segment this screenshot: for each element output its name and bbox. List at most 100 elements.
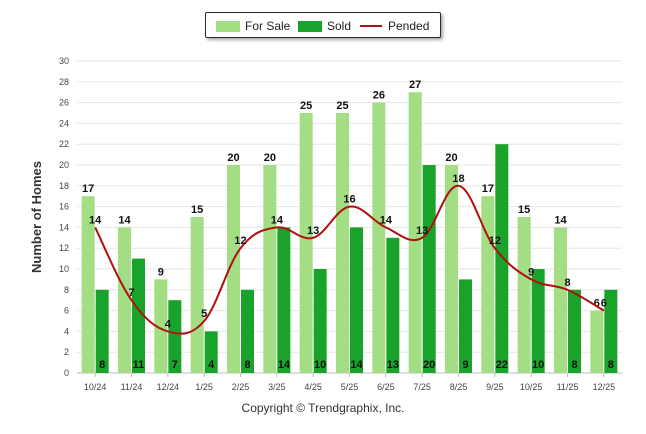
y-tick-label: 10 <box>59 264 69 274</box>
bar-for-sale <box>118 227 131 373</box>
y-tick-label: 24 <box>59 118 69 128</box>
y-tick-label: 12 <box>59 243 69 253</box>
data-label-pended: 14 <box>271 214 284 226</box>
bar-for-sale <box>154 279 168 373</box>
data-label-for-sale: 20 <box>227 152 239 164</box>
y-tick-label: 4 <box>64 326 69 336</box>
data-label-for-sale: 20 <box>264 152 276 164</box>
data-label-sold: 8 <box>99 359 105 371</box>
y-tick-label: 30 <box>59 56 69 66</box>
data-label-for-sale: 14 <box>554 214 567 226</box>
data-label-pended: 7 <box>128 287 134 299</box>
bar-sold <box>386 237 400 373</box>
bar-for-sale <box>299 113 313 373</box>
y-tick-label: 16 <box>59 202 69 212</box>
data-label-pended: 12 <box>489 235 501 247</box>
data-label-sold: 9 <box>462 359 468 371</box>
bar-sold <box>313 269 327 373</box>
data-label-pended: 13 <box>307 225 319 237</box>
bar-sold <box>604 289 618 373</box>
x-tick-label: 2/25 <box>232 382 250 392</box>
bar-for-sale <box>517 217 531 373</box>
legend-swatch-pended <box>360 25 382 27</box>
data-label-for-sale: 26 <box>373 90 385 102</box>
bar-sold <box>132 258 145 373</box>
bar-sold <box>204 331 218 373</box>
data-label-sold: 7 <box>172 359 178 371</box>
copyright-text: Copyright © Trendgraphix, Inc. <box>241 401 405 415</box>
y-tick-label: 20 <box>59 160 69 170</box>
data-label-for-sale: 20 <box>445 152 457 164</box>
bar-for-sale <box>481 196 495 373</box>
x-tick-label: 11/25 <box>557 382 579 392</box>
x-tick-label: 12/24 <box>157 382 180 392</box>
bar-for-sale <box>408 92 422 373</box>
data-label-pended: 5 <box>201 308 207 320</box>
y-tick-label: 14 <box>59 222 69 232</box>
legend-item-sold[interactable]: Sold <box>298 18 351 34</box>
data-label-sold: 8 <box>608 359 614 371</box>
data-label-pended: 4 <box>165 318 172 330</box>
data-label-sold: 22 <box>496 359 508 371</box>
data-label-pended: 12 <box>234 235 246 247</box>
y-tick-label: 26 <box>59 98 69 108</box>
data-label-pended: 8 <box>564 277 570 289</box>
data-label-for-sale: 25 <box>336 100 348 112</box>
y-tick-label: 2 <box>64 347 69 357</box>
data-label-sold: 8 <box>244 359 250 371</box>
data-label-for-sale: 6 <box>594 298 600 310</box>
data-label-pended: 18 <box>452 173 464 185</box>
x-tick-label: 7/25 <box>413 382 431 392</box>
data-label-sold: 8 <box>571 359 577 371</box>
x-tick-label: 8/25 <box>450 382 468 392</box>
bar-for-sale <box>227 165 240 373</box>
data-label-pended: 6 <box>601 298 607 310</box>
legend-item-for-sale[interactable]: For Sale <box>216 18 290 34</box>
chart-legend: For Sale Sold Pended <box>205 12 441 38</box>
x-tick-label: 11/24 <box>121 382 143 392</box>
y-tick-label: 22 <box>59 139 69 149</box>
data-label-sold: 20 <box>423 359 435 371</box>
data-label-pended: 13 <box>416 225 428 237</box>
data-label-sold: 13 <box>387 359 399 371</box>
data-label-sold: 14 <box>278 359 291 371</box>
y-tick-label: 28 <box>59 77 69 87</box>
legend-item-pended[interactable]: Pended <box>360 18 429 34</box>
bar-sold <box>277 227 291 373</box>
legend-swatch-sold <box>298 20 322 32</box>
x-tick-label: 12/25 <box>593 382 616 392</box>
data-label-sold: 10 <box>314 359 326 371</box>
x-tick-label: 3/25 <box>268 382 286 392</box>
data-label-sold: 14 <box>350 359 363 371</box>
bar-sold <box>350 227 363 373</box>
bar-for-sale <box>190 217 204 373</box>
data-label-for-sale: 15 <box>191 204 203 216</box>
data-label-pended: 14 <box>380 214 393 226</box>
data-label-pended: 16 <box>343 194 355 206</box>
x-tick-label: 1/25 <box>195 382 213 392</box>
data-label-for-sale: 17 <box>482 183 494 195</box>
bar-sold <box>568 289 581 373</box>
bar-for-sale <box>372 102 386 373</box>
data-label-sold: 4 <box>208 359 215 371</box>
bar-for-sale <box>554 227 567 373</box>
bar-for-sale <box>263 165 277 373</box>
data-label-for-sale: 9 <box>158 266 164 278</box>
data-label-for-sale: 25 <box>300 100 312 112</box>
data-label-pended: 9 <box>528 266 534 278</box>
y-tick-label: 0 <box>64 368 69 378</box>
x-tick-label: 5/25 <box>341 382 359 392</box>
legend-label-pended: Pended <box>388 19 430 33</box>
x-tick-label: 9/25 <box>486 382 504 392</box>
data-label-for-sale: 17 <box>82 183 94 195</box>
x-tick-label: 10/24 <box>84 382 107 392</box>
x-tick-label: 10/25 <box>520 382 543 392</box>
bar-sold <box>241 289 254 373</box>
bar-sold <box>422 165 436 373</box>
data-label-pended: 14 <box>89 214 102 226</box>
y-tick-label: 18 <box>59 181 69 191</box>
data-label-sold: 11 <box>133 359 145 371</box>
bar-sold <box>168 300 182 373</box>
y-tick-label: 8 <box>64 285 69 295</box>
